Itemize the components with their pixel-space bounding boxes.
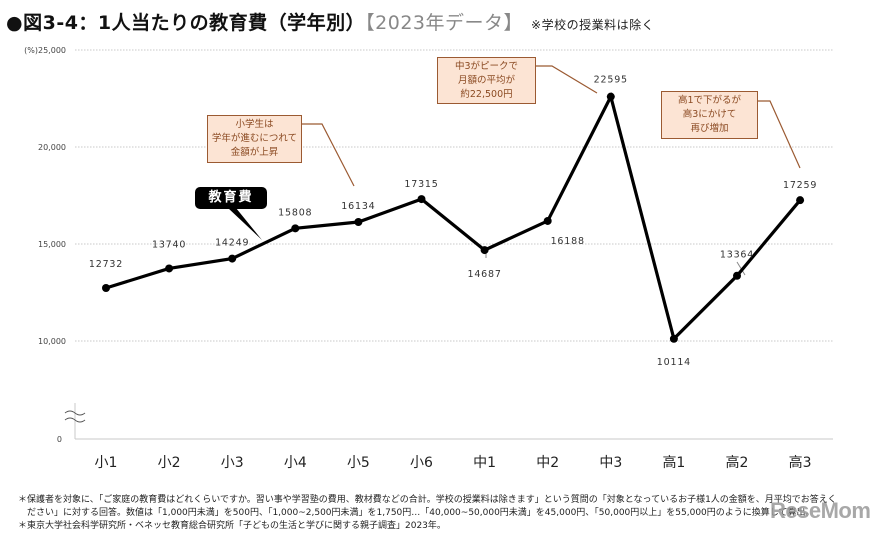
data-label: 16134: [341, 201, 375, 212]
chart-title: ●図3-4：1人当たりの教育費（学年別）【2023年データ】 ※学校の授業料は除く: [6, 8, 654, 35]
watermark-logo: ReseMom: [770, 498, 871, 523]
callout-line: 小学生は: [235, 119, 274, 130]
series-label-badge: 教育費: [195, 187, 267, 209]
data-point: [606, 92, 615, 101]
callout-leader: [301, 123, 355, 187]
y-tick-label: (%)25,000: [24, 46, 66, 55]
series-line-教育費: [105, 92, 802, 342]
x-axis-ticks: 小1 小2 小3 小4 小5 小6 中1 中2 中3 高1 高2 高3: [95, 454, 812, 471]
data-point: [165, 264, 174, 273]
callout-line: 約22,500円: [460, 89, 513, 100]
title-bullet: ●: [6, 12, 24, 34]
callout-leader: [757, 100, 801, 169]
data-point: [480, 246, 489, 255]
callout-line: 金額が上昇: [230, 147, 279, 158]
x-tick-label: 高2: [726, 454, 749, 471]
data-point: [796, 196, 805, 205]
callout-leader: [535, 65, 598, 94]
data-point: [354, 218, 363, 227]
footnote-source: ＊東京大学社会科学研究所・ベネッセ教育総合研究所「子どもの生活と学びに関する親子…: [18, 521, 446, 531]
x-tick-label: 小5: [347, 455, 370, 471]
callout-high-recovery: 高1で下がるが 高3にかけて 再び増加: [661, 91, 758, 139]
title-main: 図3-4：1人当たりの教育費（学年別）: [23, 12, 366, 34]
data-label: 10114: [657, 357, 691, 368]
data-label: 13740: [152, 239, 186, 250]
data-label: 22595: [594, 75, 628, 86]
data-point: [417, 195, 426, 204]
x-tick-label: 中2: [536, 455, 559, 471]
x-tick-label: 中3: [599, 455, 622, 471]
data-label: 14687: [467, 269, 501, 280]
title-note: ※学校の授業料は除く: [531, 18, 655, 32]
y-tick-label: 15,000: [38, 240, 66, 249]
axis-break-mark: [64, 410, 86, 416]
data-point: [733, 271, 741, 280]
y-axis-ticks: (%)25,000 20,000 15,000 10,000 0: [24, 46, 66, 444]
data-label: 13364: [720, 250, 754, 261]
data-label: 17315: [404, 179, 438, 190]
footnote-survey-question: ＊保護者を対象に、「ご家庭の教育費はどれくらいですか。習い事や学習塾の費用、教材…: [18, 495, 837, 505]
callout-elementary-rise: 小学生は 学年が進むにつれて 金額が上昇: [207, 115, 302, 163]
callout-line: 高1で下がるが: [677, 95, 742, 106]
y-tick-label: 10,000: [38, 337, 66, 346]
data-label: 16188: [551, 236, 585, 247]
data-labels: 12732 13740 14249 15808 16134 17315 14687 16188…: [89, 75, 817, 368]
axis-break-mark: [64, 417, 86, 423]
callout-line: 中3がピークで: [454, 61, 519, 72]
callout-line: 月額の平均が: [457, 75, 515, 86]
gridlines: [75, 49, 833, 342]
data-point: [543, 216, 552, 225]
data-points: [102, 92, 805, 343]
data-label: 14249: [215, 238, 249, 249]
x-tick-label: 小2: [158, 455, 181, 471]
data-label: 17259: [783, 180, 817, 191]
series-badge-pointer: [228, 208, 262, 240]
footnote-value-conversion: ださい」に対する回答。数値は「1,000円未満」を500円、「1,000~2,5…: [18, 508, 815, 518]
callout-line: 再び増加: [690, 123, 729, 134]
title-year-tag: 【2023年データ】: [365, 12, 524, 34]
callout-leaders: [228, 65, 801, 276]
callout-line: 高3にかけて: [682, 109, 737, 120]
x-tick-label: 小1: [95, 455, 118, 471]
data-point: [102, 283, 110, 292]
x-tick-label: 小6: [410, 455, 433, 471]
series-line: [105, 92, 802, 342]
y-tick-label: 20,000: [38, 143, 66, 152]
x-tick-label: 高1: [662, 454, 685, 471]
x-tick-label: 高3: [789, 454, 812, 471]
callout-line: 学年が進むにつれて: [211, 133, 298, 144]
x-tick-label: 小4: [284, 455, 307, 471]
axes: [64, 403, 833, 440]
data-label: 12732: [89, 259, 123, 270]
data-point: [669, 334, 678, 343]
x-tick-label: 小3: [221, 455, 244, 471]
callout-junior3-peak: 中3がピークで 月額の平均が 約22,500円: [437, 57, 536, 104]
data-point: [228, 254, 237, 263]
y-tick-label: 0: [57, 435, 62, 444]
data-point: [291, 224, 300, 233]
data-label: 15808: [278, 207, 312, 218]
x-tick-label: 中1: [473, 455, 496, 471]
